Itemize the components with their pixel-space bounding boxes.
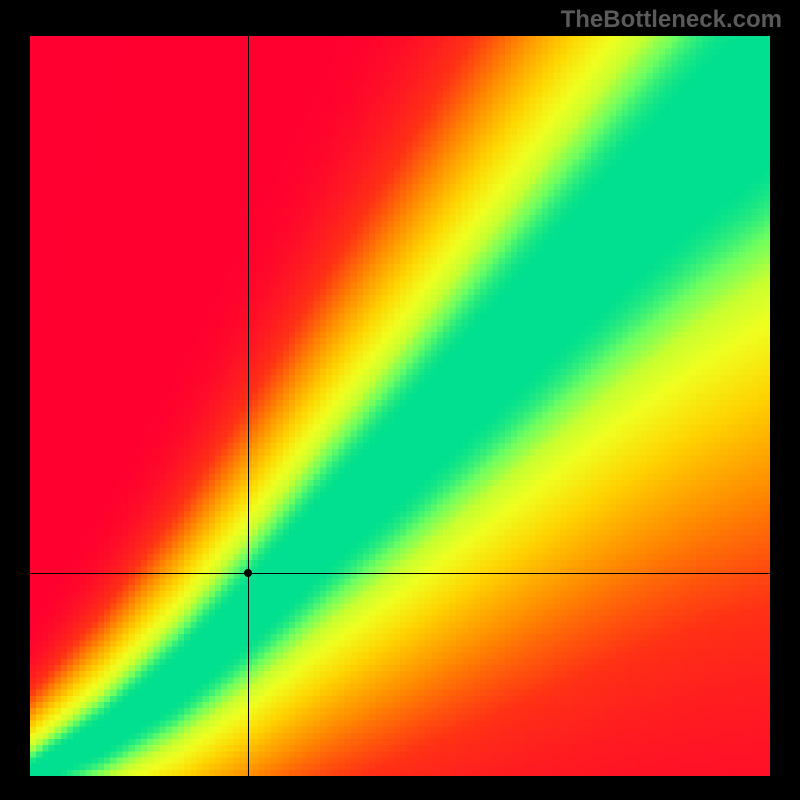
watermark-text: TheBottleneck.com	[561, 6, 782, 34]
crosshair-vertical	[248, 36, 249, 776]
crosshair-marker	[244, 569, 252, 577]
heatmap-canvas	[30, 36, 770, 776]
plot-area	[30, 36, 770, 776]
crosshair-horizontal	[30, 573, 770, 574]
